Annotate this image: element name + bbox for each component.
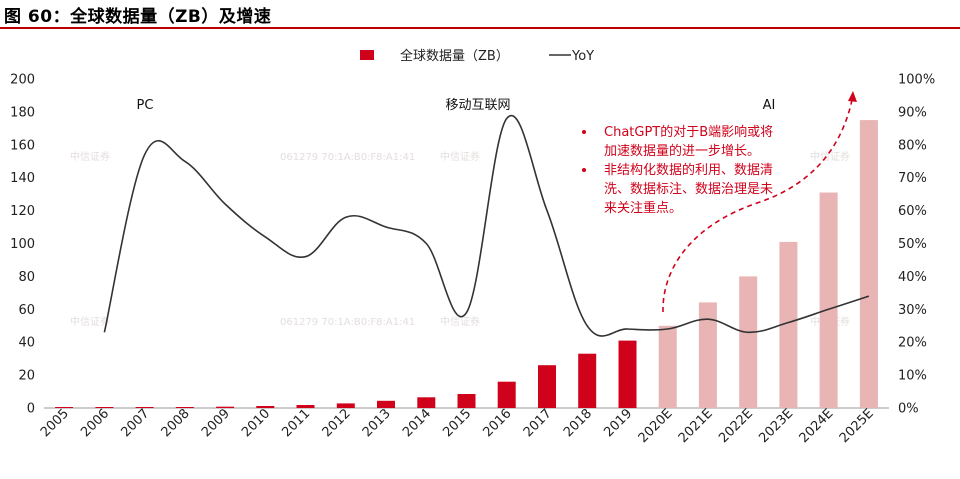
bar-2012 bbox=[336, 403, 355, 408]
note-line: 洗、数据标注、数据治理是未 bbox=[604, 182, 773, 197]
y-right-tick: 60% bbox=[898, 204, 927, 219]
x-tick: 2024E bbox=[797, 406, 837, 446]
figure-title: 图 60：全球数据量（ZB）及增速 bbox=[4, 7, 272, 27]
growth-arrow bbox=[662, 91, 857, 313]
x-tick: 2018 bbox=[561, 406, 595, 440]
x-tick: 2022E bbox=[716, 406, 756, 446]
watermark-text: 061279 70:1A:B0:F8:A1:41 bbox=[280, 317, 415, 328]
era-label: 移动互联网 bbox=[445, 98, 510, 113]
x-tick: 2017 bbox=[521, 406, 555, 440]
era-label: AI bbox=[763, 98, 776, 113]
watermark-text: 中信证券 bbox=[70, 315, 110, 328]
y-right-tick: 70% bbox=[898, 171, 927, 186]
note-line: ChatGPT的对于B端影响或将 bbox=[604, 124, 773, 140]
title-rule bbox=[0, 27, 960, 29]
bar-2011 bbox=[296, 405, 315, 408]
x-tick: 2005 bbox=[38, 406, 72, 440]
y-left-tick: 160 bbox=[10, 138, 35, 153]
legend: 全球数据量（ZB） YoY bbox=[360, 48, 594, 64]
watermark-text: 中信证券 bbox=[440, 150, 480, 163]
x-tick: 2011 bbox=[279, 406, 313, 440]
x-tick: 2013 bbox=[360, 406, 394, 440]
x-tick: 2016 bbox=[481, 406, 515, 440]
x-tick: 2010 bbox=[239, 406, 273, 440]
y-left-tick: 200 bbox=[10, 73, 35, 88]
x-tick: 2023E bbox=[756, 406, 796, 446]
bar-2019 bbox=[618, 340, 637, 408]
x-tick: 2019 bbox=[601, 406, 635, 440]
watermark-text: 中信证券 bbox=[440, 315, 480, 328]
annotation-notes: ChatGPT的对于B端影响或将加速数据量的进一步增长。非结构化数据的利用、数据… bbox=[582, 124, 773, 216]
y-left-tick: 120 bbox=[10, 204, 35, 219]
legend-bar-label: 全球数据量（ZB） bbox=[400, 48, 509, 64]
x-tick: 2006 bbox=[78, 406, 112, 440]
bar-2024E bbox=[819, 192, 838, 408]
yoy-line bbox=[103, 114, 870, 337]
y-right-tick: 90% bbox=[898, 105, 927, 120]
legend-line-label: YoY bbox=[571, 49, 594, 64]
bar-2020E bbox=[658, 325, 677, 409]
x-tick: 2015 bbox=[440, 406, 474, 440]
yoy-series bbox=[103, 114, 870, 337]
note-bullet bbox=[582, 168, 586, 172]
bar-2022E bbox=[739, 276, 758, 408]
bar-2014 bbox=[417, 397, 436, 408]
y-left-tick: 0 bbox=[27, 402, 35, 417]
x-tick: 2009 bbox=[199, 406, 233, 440]
bar-2023E bbox=[779, 241, 798, 408]
y-left-tick: 60 bbox=[18, 303, 35, 318]
bar-series bbox=[55, 120, 878, 409]
y-right-tick: 20% bbox=[898, 336, 927, 351]
bar-2017 bbox=[538, 365, 556, 408]
y-right-tick: 30% bbox=[898, 303, 927, 318]
note-line: 加速数据量的进一步增长。 bbox=[604, 143, 760, 159]
era-labels: PC 移动互联网 AI bbox=[137, 98, 776, 113]
x-tick: 2021E bbox=[676, 406, 716, 446]
watermark-text: 061279 70:1A:B0:F8:A1:41 bbox=[280, 152, 415, 163]
watermark-text: 中信证券 bbox=[70, 150, 110, 163]
x-tick: 2014 bbox=[400, 406, 434, 440]
bar-2010 bbox=[256, 406, 275, 408]
y-right-tick: 40% bbox=[898, 270, 927, 285]
bar-2005 bbox=[55, 407, 74, 408]
y-right-tick: 50% bbox=[898, 237, 927, 252]
bar-2018 bbox=[578, 353, 597, 408]
x-tick: 2012 bbox=[320, 406, 354, 440]
x-tick: 2008 bbox=[159, 406, 193, 440]
note-line: 来关注重点。 bbox=[604, 200, 682, 216]
growth-arrow-head bbox=[848, 91, 857, 102]
y-right-tick: 100% bbox=[898, 73, 935, 88]
y-left-tick: 100 bbox=[10, 237, 35, 252]
watermark-text: 中信证券 bbox=[810, 150, 850, 163]
y-left-tick: 180 bbox=[10, 105, 35, 120]
y-right-tick: 0% bbox=[898, 402, 919, 417]
growth-arrow-path bbox=[662, 99, 853, 313]
bar-2015 bbox=[457, 394, 476, 408]
y-left-tick: 20 bbox=[18, 369, 35, 384]
era-label: PC bbox=[137, 98, 154, 113]
bar-2008 bbox=[175, 407, 194, 408]
bar-2021E bbox=[698, 302, 717, 408]
x-tick: 2020E bbox=[636, 406, 676, 446]
note-line: 非结构化数据的利用、数据清 bbox=[604, 162, 773, 178]
y-right-tick: 10% bbox=[898, 369, 927, 384]
bar-2016 bbox=[497, 381, 516, 408]
bar-2009 bbox=[216, 406, 235, 408]
x-tick: 2007 bbox=[118, 406, 152, 440]
y-left-tick: 140 bbox=[10, 171, 35, 186]
y-right-tick: 80% bbox=[898, 138, 927, 153]
bar-2025E bbox=[859, 120, 878, 408]
legend-bar-swatch bbox=[360, 50, 374, 60]
y-left-tick: 40 bbox=[18, 336, 35, 351]
bar-2006 bbox=[95, 407, 114, 408]
x-tick: 2025E bbox=[837, 406, 877, 446]
note-bullet bbox=[582, 130, 586, 134]
bar-2013 bbox=[377, 400, 395, 408]
bar-2007 bbox=[135, 407, 154, 408]
y-left-tick: 80 bbox=[18, 270, 35, 285]
